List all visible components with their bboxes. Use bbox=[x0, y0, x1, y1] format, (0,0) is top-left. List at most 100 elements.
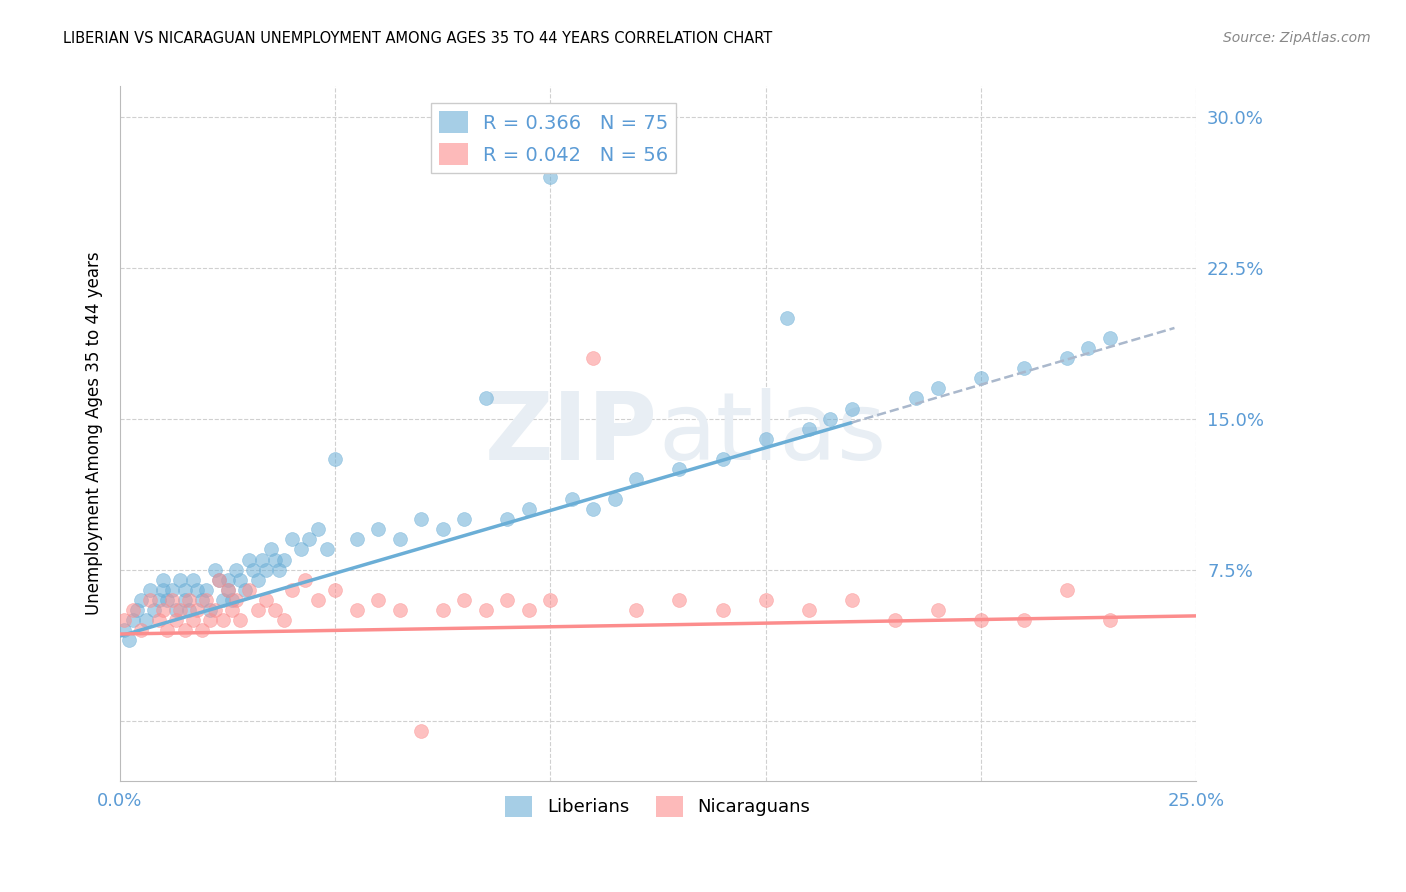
Point bbox=[148, 613, 170, 627]
Point bbox=[970, 371, 993, 385]
Point bbox=[475, 392, 498, 406]
Point bbox=[181, 573, 204, 587]
Point bbox=[927, 381, 949, 395]
Point bbox=[755, 432, 778, 446]
Point bbox=[273, 552, 295, 566]
Point bbox=[883, 613, 905, 627]
Point bbox=[970, 613, 993, 627]
Point bbox=[927, 603, 949, 617]
Point bbox=[517, 603, 540, 617]
Point bbox=[818, 411, 841, 425]
Point bbox=[496, 512, 519, 526]
Y-axis label: Unemployment Among Ages 35 to 44 years: Unemployment Among Ages 35 to 44 years bbox=[86, 252, 103, 615]
Point bbox=[217, 582, 239, 597]
Point bbox=[254, 563, 277, 577]
Point bbox=[453, 512, 475, 526]
Point bbox=[561, 492, 583, 507]
Point bbox=[668, 592, 690, 607]
Text: Source: ZipAtlas.com: Source: ZipAtlas.com bbox=[1223, 31, 1371, 45]
Point bbox=[148, 592, 170, 607]
Point bbox=[200, 613, 222, 627]
Point bbox=[186, 603, 208, 617]
Point bbox=[217, 582, 239, 597]
Point bbox=[281, 582, 304, 597]
Point bbox=[711, 603, 734, 617]
Point bbox=[905, 392, 928, 406]
Point bbox=[225, 563, 247, 577]
Point bbox=[195, 592, 218, 607]
Point bbox=[143, 603, 166, 617]
Point bbox=[169, 573, 191, 587]
Point bbox=[346, 603, 368, 617]
Text: atlas: atlas bbox=[658, 388, 886, 480]
Point bbox=[269, 563, 291, 577]
Point bbox=[1098, 331, 1121, 345]
Point bbox=[229, 573, 252, 587]
Point bbox=[582, 502, 605, 516]
Point bbox=[217, 573, 239, 587]
Point bbox=[323, 582, 346, 597]
Point bbox=[246, 603, 269, 617]
Point bbox=[776, 310, 799, 325]
Point bbox=[388, 603, 411, 617]
Point bbox=[165, 613, 187, 627]
Point bbox=[233, 582, 256, 597]
Point bbox=[294, 573, 316, 587]
Point bbox=[250, 552, 273, 566]
Point bbox=[273, 613, 295, 627]
Point bbox=[453, 592, 475, 607]
Point bbox=[1012, 361, 1035, 376]
Point bbox=[346, 533, 368, 547]
Point bbox=[582, 351, 605, 366]
Point bbox=[135, 613, 157, 627]
Point bbox=[1056, 582, 1078, 597]
Point bbox=[212, 613, 235, 627]
Point bbox=[112, 623, 135, 637]
Point bbox=[229, 613, 252, 627]
Point bbox=[323, 451, 346, 466]
Point bbox=[112, 613, 135, 627]
Point bbox=[432, 522, 454, 536]
Point bbox=[755, 592, 778, 607]
Point bbox=[117, 633, 139, 648]
Point bbox=[127, 603, 149, 617]
Point bbox=[388, 533, 411, 547]
Point bbox=[160, 582, 183, 597]
Point bbox=[152, 603, 174, 617]
Point bbox=[307, 522, 329, 536]
Point bbox=[173, 592, 195, 607]
Point bbox=[298, 533, 321, 547]
Point bbox=[315, 542, 337, 557]
Point bbox=[1098, 613, 1121, 627]
Point bbox=[242, 563, 264, 577]
Point bbox=[538, 592, 561, 607]
Point bbox=[169, 603, 191, 617]
Point bbox=[221, 603, 243, 617]
Point bbox=[254, 592, 277, 607]
Point bbox=[307, 592, 329, 607]
Point bbox=[195, 582, 218, 597]
Point bbox=[152, 573, 174, 587]
Point bbox=[1056, 351, 1078, 366]
Point bbox=[538, 169, 561, 184]
Point bbox=[797, 603, 820, 617]
Point bbox=[603, 492, 626, 507]
Point bbox=[156, 592, 179, 607]
Point bbox=[411, 723, 433, 738]
Point bbox=[432, 603, 454, 617]
Text: ZIP: ZIP bbox=[485, 388, 658, 480]
Point bbox=[626, 603, 648, 617]
Point bbox=[208, 573, 231, 587]
Legend: Liberians, Nicaraguans: Liberians, Nicaraguans bbox=[498, 789, 818, 824]
Point bbox=[131, 623, 153, 637]
Point bbox=[711, 451, 734, 466]
Point bbox=[264, 552, 287, 566]
Point bbox=[190, 592, 212, 607]
Point bbox=[204, 563, 226, 577]
Point bbox=[411, 512, 433, 526]
Point bbox=[1012, 613, 1035, 627]
Point bbox=[131, 592, 153, 607]
Point bbox=[200, 603, 222, 617]
Point bbox=[190, 623, 212, 637]
Point bbox=[367, 522, 389, 536]
